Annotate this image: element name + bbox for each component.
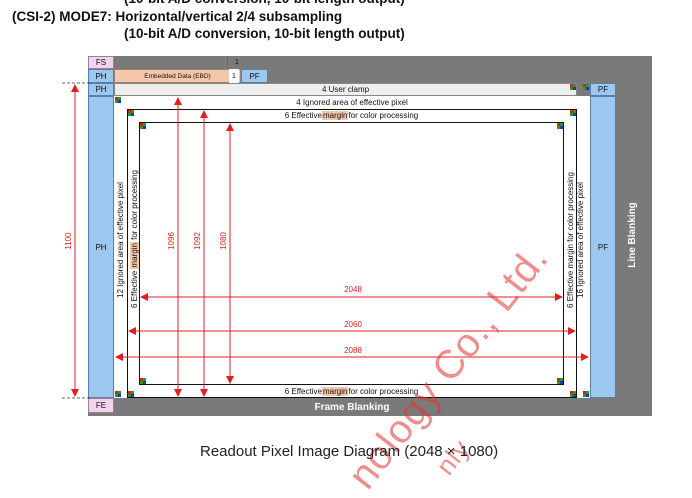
corner-marker [140, 378, 146, 384]
ignored-area-box [127, 109, 577, 398]
cols-2088-value: 2088 [344, 346, 362, 355]
frame-blanking-label: Frame Blanking [314, 401, 390, 413]
total-rows-value: 1100 [64, 223, 74, 259]
effective-bottom-label: 6 Effective margin for color processing [139, 386, 564, 397]
diagram-caption: Readout Pixel Image Diagram (2048 × 1080… [200, 443, 499, 460]
ebd-row-count: 1 [229, 69, 239, 83]
rows-1096-value: 1096 [167, 223, 177, 259]
corner-marker [140, 123, 146, 129]
corner-marker [583, 84, 589, 90]
effective-margin-box [139, 122, 564, 385]
effective-top-prefix: 6 Effective [284, 111, 322, 120]
embedded-data-row: Embedded Data (EBD) [114, 69, 241, 83]
gap-indicator [227, 56, 236, 68]
corner-marker [128, 391, 134, 397]
packet-header-clamp: PH [88, 83, 114, 96]
packet-header-ebd: PH [88, 69, 114, 83]
corner-marker [583, 391, 589, 397]
dimension-arrows [62, 82, 589, 399]
packet-footer-strip: PF [590, 96, 616, 398]
mode-subtitle: (10-bit A/D conversion, 10-bit length ou… [124, 26, 405, 41]
effective-top-label: 6 Effective margin for color processing [139, 110, 564, 121]
rows-1080-value: 1080 [219, 223, 229, 259]
corner-marker [570, 110, 576, 116]
corner-marker [570, 84, 576, 90]
cols-2048-value: 2048 [344, 285, 362, 294]
user-clamp-row: 4 User clamp [114, 83, 577, 96]
effective-bottom-prefix: 6 Effective [284, 387, 322, 396]
packet-footer-ebd: PF [241, 69, 268, 83]
corner-marker [115, 97, 121, 103]
rows-1092-value: 1092 [193, 223, 203, 259]
gap-count: 1 [235, 58, 239, 66]
corner-marker [557, 378, 563, 384]
frame-start-marker: FS [88, 56, 114, 69]
ignored-top-label: 4 Ignored area of effective pixel [296, 98, 408, 107]
effective-bottom-suffix: for color processing [348, 387, 419, 396]
margin-highlight-bottom: margin [321, 387, 349, 396]
corner-marker [115, 391, 121, 397]
corner-marker [557, 123, 563, 129]
corner-marker [128, 110, 134, 116]
corner-marker [570, 391, 576, 397]
effective-top-suffix: for color processing [348, 111, 419, 120]
header-cut-line: (10-bit A/D conversion, 10-bit length ou… [124, 0, 405, 6]
cols-2060-value: 2060 [344, 320, 362, 329]
mode-title: (CSI-2) MODE7: Horizontal/vertical 2/4 s… [12, 9, 343, 24]
margin-highlight-top: margin [321, 111, 349, 120]
frame-end-marker: FE [88, 398, 114, 413]
packet-header-strip: PH [88, 96, 114, 398]
packet-footer-clamp: PF [590, 83, 616, 96]
